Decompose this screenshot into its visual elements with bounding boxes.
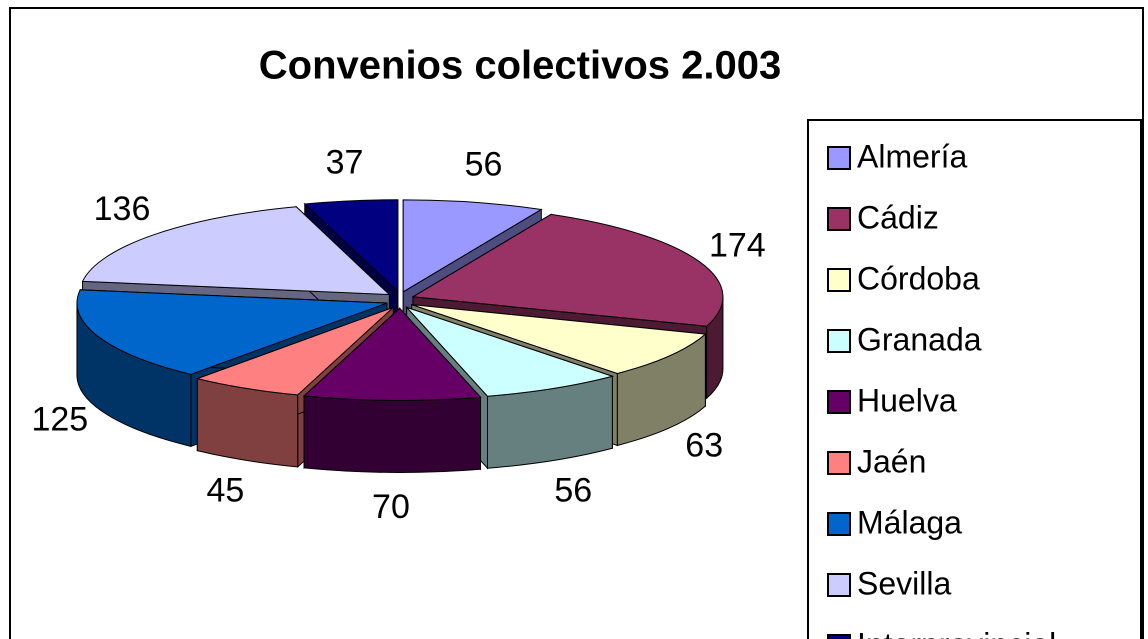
slice — [402, 199, 543, 293]
legend-swatch — [827, 146, 851, 170]
legend-box — [807, 119, 1142, 639]
slice — [411, 304, 707, 374]
legend-swatch — [827, 451, 851, 475]
data-label: 125 — [31, 401, 88, 439]
legend-label: Huelva — [857, 382, 957, 418]
data-label: 63 — [685, 427, 723, 465]
data-label: 56 — [554, 472, 592, 510]
data-label: 136 — [94, 190, 151, 228]
slice — [302, 307, 482, 401]
data-label: 70 — [372, 488, 410, 526]
slice-side — [303, 395, 482, 473]
legend-label: Interprovincial — [857, 626, 1056, 639]
slice — [411, 213, 724, 327]
chart-title: Convenios colectivos 2.003 — [259, 44, 781, 88]
slice — [303, 199, 399, 293]
legend-swatch — [827, 634, 851, 639]
slice — [76, 289, 388, 375]
legend-label: Cádiz — [857, 199, 939, 235]
legend-swatch — [827, 268, 851, 292]
data-label: 37 — [326, 144, 364, 182]
legend-swatch — [827, 512, 851, 536]
slice — [195, 306, 394, 396]
legend-label: Sevilla — [857, 565, 951, 601]
legend-label: Málaga — [857, 504, 962, 540]
legend-label: Córdoba — [857, 260, 980, 296]
slice — [81, 206, 391, 296]
legend-swatch — [827, 573, 851, 597]
legend-swatch — [827, 390, 851, 414]
data-label: 56 — [465, 146, 503, 184]
slice — [404, 306, 615, 397]
legend-label: Granada — [857, 321, 982, 357]
legend-label: Jaén — [857, 443, 926, 479]
data-label: 174 — [709, 227, 766, 265]
legend-swatch — [827, 329, 851, 353]
legend-swatch — [827, 207, 851, 231]
data-label: 45 — [206, 471, 244, 509]
legend-label: Almería — [857, 138, 967, 174]
